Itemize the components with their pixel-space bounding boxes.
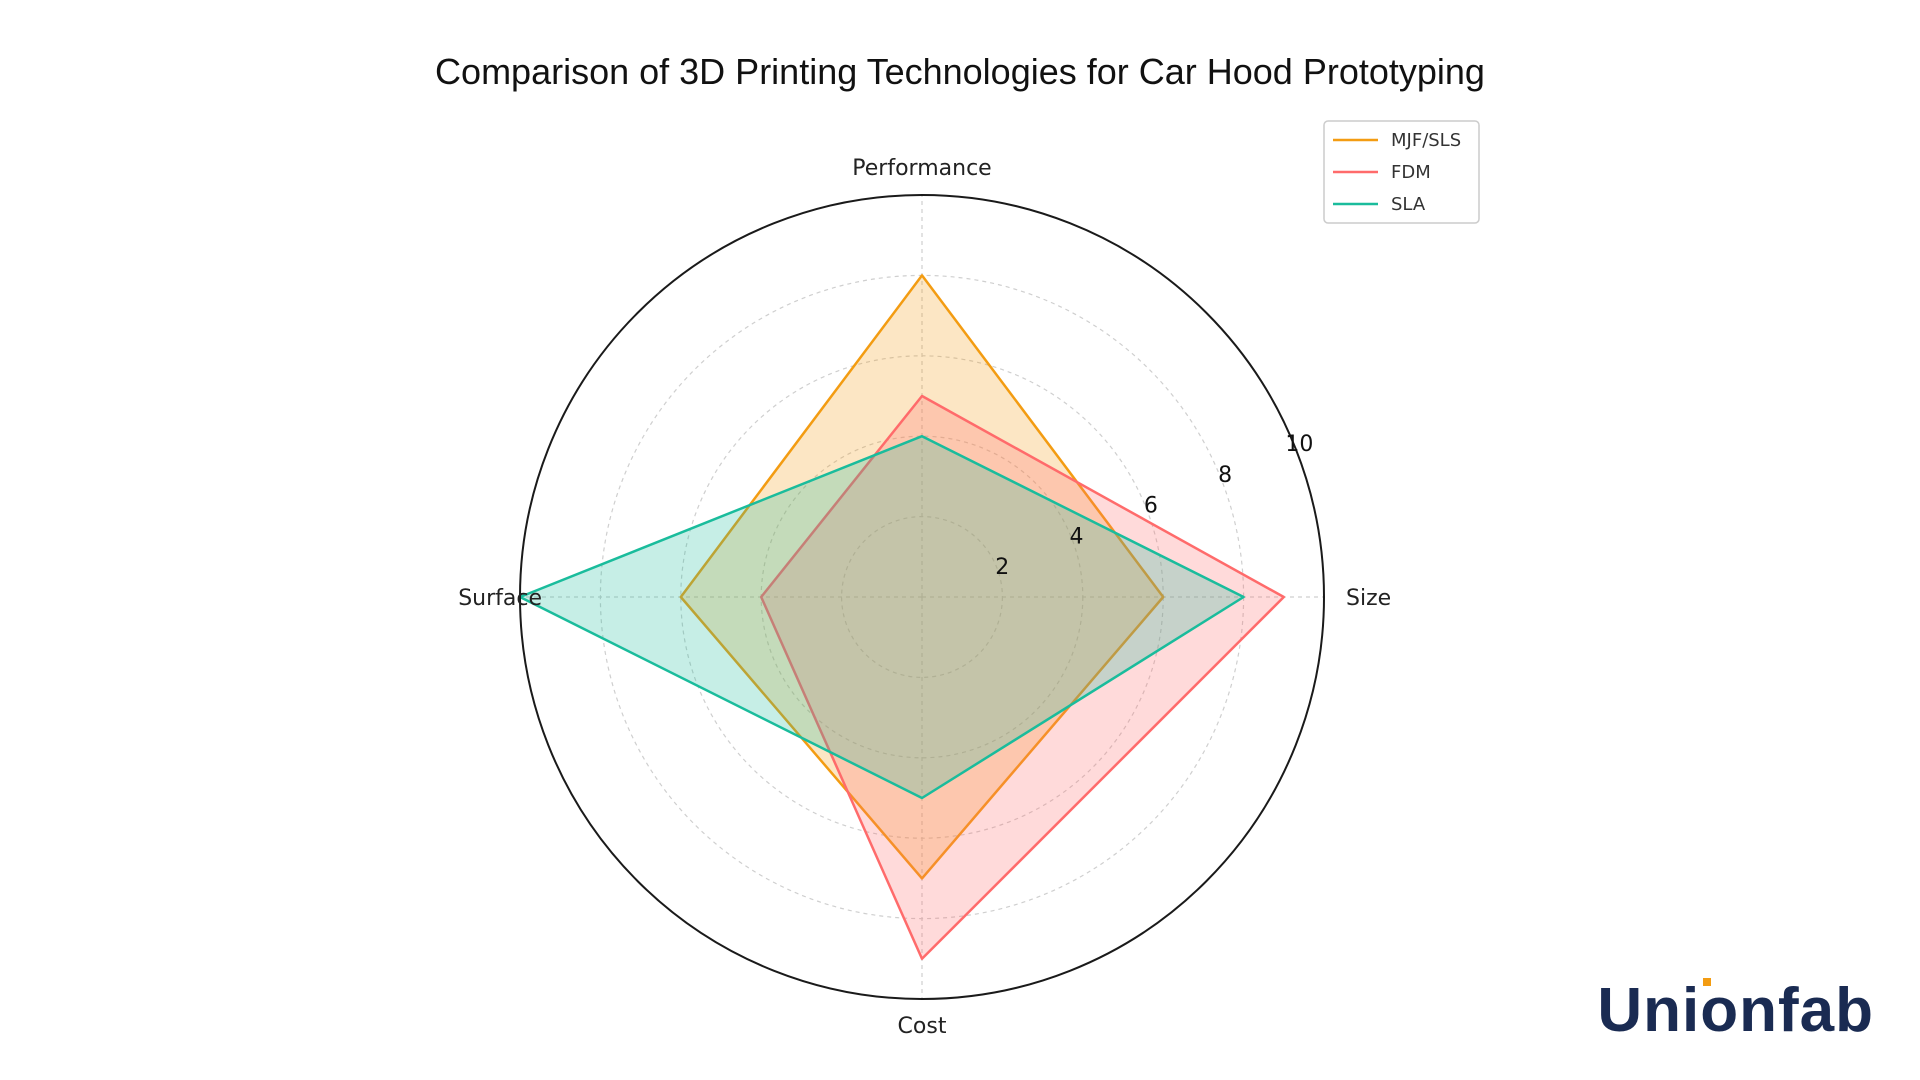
legend-label-mjf-sls: MJF/SLS <box>1391 130 1461 151</box>
series-area-mjf-sls <box>680 275 1164 879</box>
radial-ticks: 2 4 6 8 10 <box>995 432 1313 580</box>
legend-label-fdm: FDM <box>1391 162 1431 183</box>
series-layer <box>518 274 1286 961</box>
tick-label-6: 6 <box>1144 494 1158 519</box>
tick-label-8: 8 <box>1218 463 1232 488</box>
series-line-mjf-sls <box>679 274 1165 880</box>
tick-label-4: 4 <box>1070 524 1084 549</box>
series-area-sla <box>520 436 1244 798</box>
unionfab-logo: Unionfab <box>1597 976 1874 1045</box>
chart-title: Comparison of 3D Printing Technologies f… <box>435 51 1485 92</box>
series-area-fdm <box>761 396 1284 959</box>
tick-label-2: 2 <box>995 555 1009 580</box>
outer-ring <box>519 194 1325 1000</box>
axis-label-performance: Performance <box>852 156 991 181</box>
axis-label-cost: Cost <box>898 1014 947 1039</box>
tick-label-10: 10 <box>1285 432 1313 457</box>
logo-text: Unionfab <box>1597 976 1874 1045</box>
series-line-fdm <box>759 394 1286 961</box>
logo-dot <box>1703 978 1711 986</box>
axis-label-surface: Surface <box>458 586 542 611</box>
legend: MJF/SLS FDM SLA <box>1323 120 1480 224</box>
axis-label-size: Size <box>1346 586 1391 611</box>
legend-box <box>1323 120 1480 224</box>
axis-labels: Size Performance Surface Cost <box>458 156 1391 1039</box>
legend-label-sla: SLA <box>1391 194 1426 215</box>
